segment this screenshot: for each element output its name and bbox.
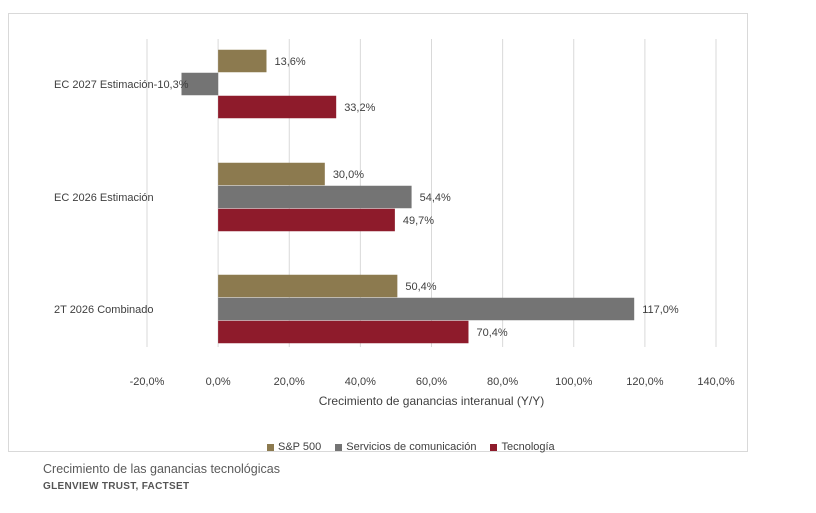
legend-label: Servicios de comunicación	[346, 441, 477, 453]
chart-container: -20,0% 0,0% 20,0% 40,0% 60,0% 80,0% 100,0% 120,…	[8, 13, 748, 453]
category-label: EC 2026 Estimación	[54, 192, 154, 204]
legend-item: Servicios de comunicación	[335, 441, 476, 453]
x-tick-label: 60,0%	[416, 376, 447, 388]
bar	[218, 274, 398, 298]
chart-caption: Crecimiento de las ganancias tecnológica…	[43, 462, 280, 476]
x-tick-label: 100,0%	[555, 376, 593, 388]
x-tick-label: -20,0%	[130, 376, 165, 388]
x-tick-label: 40,0%	[345, 376, 376, 388]
bar	[218, 49, 267, 73]
data-label: 54,4%	[420, 192, 451, 204]
x-tick-label: 0,0%	[206, 376, 231, 388]
data-label: 33,2%	[344, 102, 375, 114]
legend: S&P 500 Servicios de comunicación Tecnolog…	[267, 441, 569, 453]
bar-chart: -20,0% 0,0% 20,0% 40,0% 60,0% 80,0% 100,0% 120,…	[54, 39, 735, 408]
data-label: 13,6%	[274, 56, 305, 68]
legend-item: S&P 500	[267, 441, 321, 453]
x-tick-label: 80,0%	[487, 376, 518, 388]
data-label: 117,0%	[642, 304, 679, 316]
bar	[218, 320, 469, 344]
data-label: 30,0%	[333, 169, 364, 181]
bar	[218, 162, 325, 186]
bar	[218, 185, 412, 209]
category-label: EC 2027 Estimación-10,3%	[54, 79, 189, 91]
data-label: 49,7%	[403, 215, 434, 227]
bar	[218, 208, 395, 232]
legend-item: Tecnología	[490, 441, 555, 453]
x-axis-title: Crecimiento de ganancias interanual (Y/Y…	[319, 394, 544, 408]
x-tick-label: 120,0%	[626, 376, 664, 388]
x-tick-label: 20,0%	[274, 376, 305, 388]
legend-swatch	[267, 443, 274, 451]
legend-swatch	[490, 443, 498, 451]
bar	[218, 95, 337, 119]
data-label: 50,4%	[405, 281, 436, 293]
category-label: 2T 2026 Combinado	[54, 304, 153, 316]
legend-label: Tecnología	[501, 441, 555, 453]
chart-source: GLENVIEW TRUST, FACTSET	[43, 481, 190, 492]
bar	[181, 72, 219, 96]
data-label: 70,4%	[476, 327, 507, 339]
bar	[218, 297, 635, 321]
legend-label: S&P 500	[278, 441, 322, 453]
x-tick-label: 140,0%	[697, 376, 735, 388]
legend-swatch	[335, 443, 343, 451]
